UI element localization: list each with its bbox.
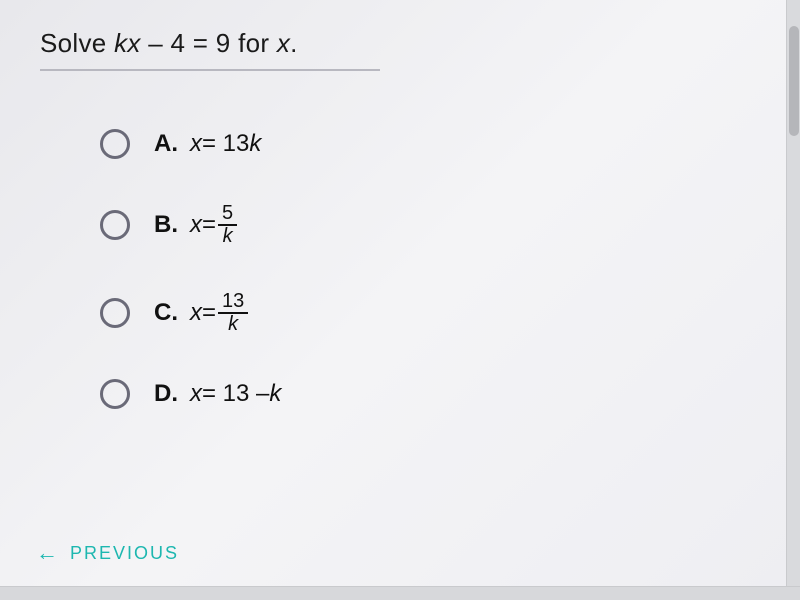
expr-lhs: x (190, 380, 202, 408)
expr-lhs: x (190, 130, 202, 158)
expr-eq: = 13 – (202, 380, 269, 408)
option-letter: D. (154, 380, 178, 408)
option-expr: x = 5 k (190, 203, 239, 247)
fraction: 13 k (218, 291, 248, 335)
option-label: B. x = 5 k (154, 203, 239, 247)
question-mid: – 4 = 9 for (141, 28, 277, 58)
question-block: Solve kx – 4 = 9 for x. (40, 28, 760, 71)
quiz-page: Solve kx – 4 = 9 for x. A. x = 13k B. x … (0, 0, 800, 600)
option-letter: B. (154, 211, 178, 239)
question-suffix: . (290, 28, 298, 58)
previous-button[interactable]: ← PREVIOUS (36, 542, 179, 564)
question-prefix: Solve (40, 28, 114, 58)
fraction-den: k (224, 314, 242, 335)
question-divider (40, 69, 380, 71)
question-var: x (277, 28, 290, 58)
arrow-left-icon: ← (36, 542, 60, 564)
option-letter: A. (154, 130, 178, 158)
fraction-num: 5 (218, 203, 237, 226)
option-c[interactable]: C. x = 13 k (100, 291, 760, 335)
expr-eq: = (202, 299, 216, 327)
option-label: A. x = 13k (154, 130, 261, 158)
expr-tail: k (249, 130, 261, 158)
expr-eq: = (202, 211, 216, 239)
option-b[interactable]: B. x = 5 k (100, 203, 760, 247)
option-a[interactable]: A. x = 13k (100, 129, 760, 159)
expr-lhs: x (190, 211, 202, 239)
radio-icon[interactable] (100, 379, 130, 409)
question-text: Solve kx – 4 = 9 for x. (40, 28, 760, 59)
expr-eq: = 13 (202, 130, 249, 158)
option-d[interactable]: D. x = 13 – k (100, 379, 760, 409)
question-x: x (127, 28, 140, 58)
expr-tail: k (269, 380, 281, 408)
previous-label: PREVIOUS (70, 543, 179, 564)
expr-lhs: x (190, 299, 202, 327)
radio-icon[interactable] (100, 298, 130, 328)
option-expr: x = 13k (190, 130, 261, 158)
scrollbar-horizontal[interactable] (0, 586, 800, 600)
options-list: A. x = 13k B. x = 5 k (40, 129, 760, 409)
option-label: C. x = 13 k (154, 291, 250, 335)
option-letter: C. (154, 299, 178, 327)
option-expr: x = 13 k (190, 291, 250, 335)
scrollbar-vertical[interactable] (786, 0, 800, 600)
fraction-num: 13 (218, 291, 248, 314)
radio-icon[interactable] (100, 129, 130, 159)
fraction-den: k (219, 226, 237, 247)
question-k: k (114, 28, 127, 58)
radio-icon[interactable] (100, 210, 130, 240)
fraction: 5 k (218, 203, 237, 247)
option-label: D. x = 13 – k (154, 380, 281, 408)
option-expr: x = 13 – k (190, 380, 281, 408)
